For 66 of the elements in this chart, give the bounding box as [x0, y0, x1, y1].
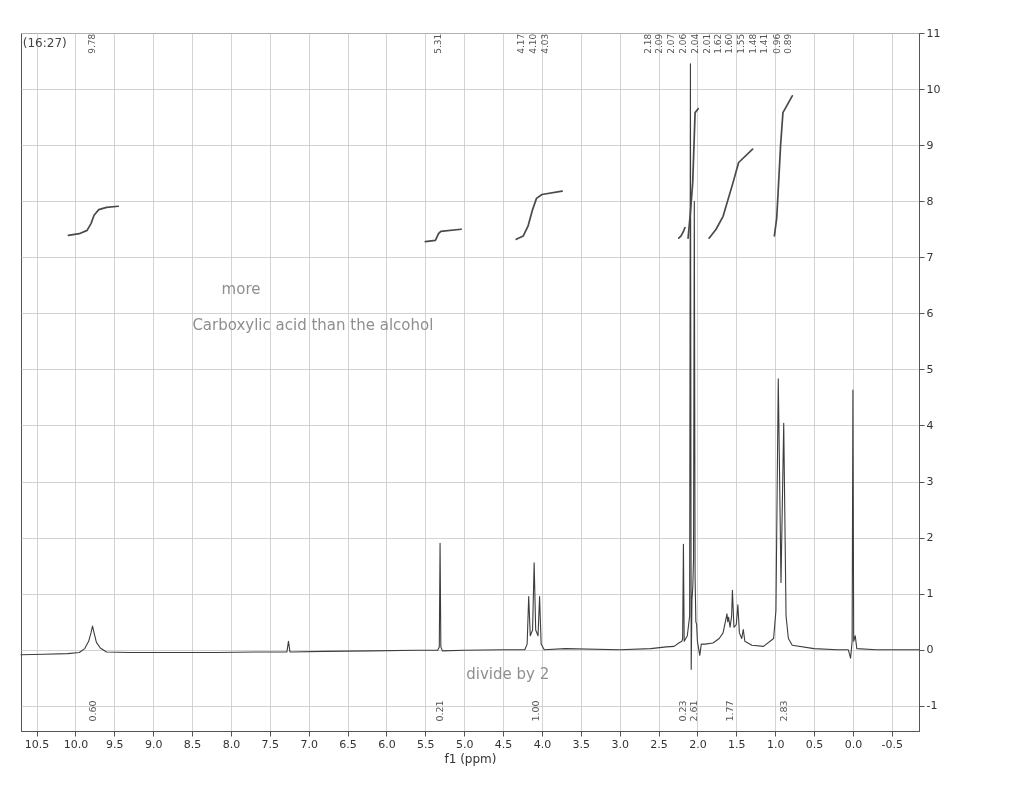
x-tick-label: 5.0: [455, 737, 474, 751]
annotation: 1.41: [759, 33, 770, 54]
annotation: Carboxylic acid than the alcohol: [192, 315, 434, 334]
annotation: divide by 2: [466, 664, 550, 683]
x-tick-label: 5.5: [417, 737, 435, 751]
x-tick-label: 1.5: [728, 737, 746, 751]
annotation: more: [221, 280, 261, 299]
annotation: 2.83: [777, 700, 789, 722]
x-tick-label: 9.0: [144, 737, 163, 751]
annotation: 1.48: [748, 33, 759, 54]
y-tick-label: 11: [926, 26, 941, 40]
x-tick-label: 2.5: [650, 737, 668, 751]
annotation: 2.01: [701, 33, 712, 54]
y-tick-label: -1: [926, 699, 938, 713]
annotation: 1.55: [735, 33, 746, 54]
x-tick-label: 7.5: [261, 737, 280, 751]
annotation: 1.77: [724, 700, 736, 722]
x-tick-label: 2.0: [689, 737, 707, 751]
annotation: 4.03: [539, 33, 550, 54]
x-tick-label: 8.5: [183, 737, 202, 751]
y-tick-label: 6: [926, 306, 934, 320]
y-tick-label: 0: [926, 643, 934, 657]
y-tick-label: 7: [926, 250, 934, 264]
annotation: 0.21: [434, 700, 446, 722]
x-tick-label: 10.5: [24, 737, 50, 751]
annotation: 2.18: [642, 33, 653, 54]
y-tick-label: 10: [926, 82, 941, 96]
x-tick-label: 4.5: [494, 737, 513, 751]
annotation: 2.06: [678, 33, 689, 54]
x-tick-label: 1.0: [766, 737, 785, 751]
y-tick-label: 2: [926, 531, 934, 545]
annotation: 2.04: [690, 33, 701, 54]
annotation: 1.60: [724, 33, 735, 54]
annotation: 5.31: [433, 33, 444, 54]
x-tick-label: 8.0: [222, 737, 241, 751]
x-tick-label: 3.0: [611, 737, 629, 751]
y-tick-label: 4: [926, 418, 934, 432]
y-tick-label: 9: [926, 138, 934, 152]
annotation: 0.23: [677, 700, 689, 722]
y-tick-label: 3: [926, 475, 934, 489]
x-tick-label: 4.0: [533, 737, 552, 751]
annotation: 2.07: [665, 33, 676, 54]
x-tick-label: 6.0: [378, 737, 396, 751]
x-tick-label: -0.5: [881, 737, 904, 751]
annotation: 0.89: [783, 33, 794, 54]
annotation: 4.17: [515, 33, 526, 54]
y-tick-label: 8: [926, 194, 934, 208]
annotation: 0.60: [86, 700, 98, 722]
y-tick-label: 1: [926, 587, 934, 601]
annotation: 1.00: [530, 700, 542, 722]
y-tick-label: 5: [926, 362, 934, 376]
x-tick-label: 0.5: [805, 737, 824, 751]
annotation: 4.10: [528, 33, 539, 54]
x-tick-label: 3.5: [572, 737, 591, 751]
annotation: 2.61: [687, 700, 699, 722]
x-tick-label: 7.0: [300, 737, 318, 751]
annotation: 1.62: [712, 33, 723, 54]
x-axis-title: f1 (ppm): [444, 751, 497, 766]
annotation: 0.96: [772, 33, 783, 54]
annotation: 2.09: [654, 33, 665, 54]
x-tick-label: 9.5: [106, 737, 124, 751]
annotation: (16:27): [22, 35, 67, 50]
x-tick-label: 0.0: [844, 737, 863, 751]
annotation: 9.78: [86, 33, 97, 54]
x-tick-label: 10.0: [63, 737, 89, 751]
x-tick-label: 6.5: [339, 737, 357, 751]
